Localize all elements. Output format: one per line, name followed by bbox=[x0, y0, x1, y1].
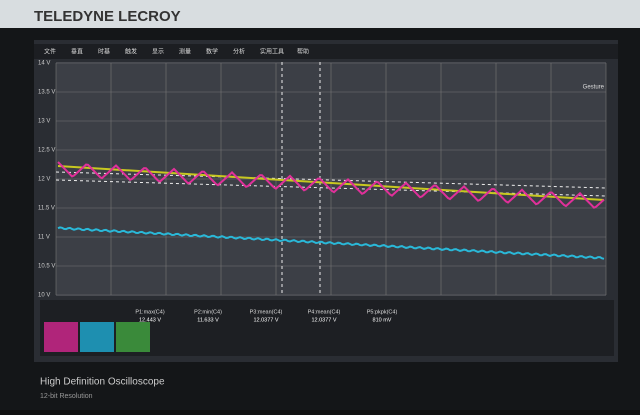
y-label: 11.5 V bbox=[38, 206, 55, 212]
menu-item: 时基 bbox=[98, 48, 110, 56]
measurement-value: 12.0377 V bbox=[311, 317, 336, 323]
brand: TELEDYNE LECROY bbox=[34, 8, 181, 25]
waveform bbox=[57, 226, 605, 260]
y-label: 13 V bbox=[38, 119, 50, 125]
menu-item: 帮助 bbox=[297, 48, 309, 56]
measurement-value: 810 mV bbox=[373, 317, 392, 323]
menu-item: 文件 bbox=[44, 48, 56, 56]
menu-item: 触发 bbox=[125, 48, 137, 56]
y-label: 12 V bbox=[38, 177, 50, 183]
measurement-name: P2:min(C4) bbox=[194, 309, 222, 315]
channel-box bbox=[116, 322, 150, 352]
measurement-name: P1:max(C4) bbox=[135, 309, 165, 315]
cursor bbox=[55, 179, 607, 197]
y-label: 14 V bbox=[38, 61, 50, 67]
measurement-value: 12.443 V bbox=[139, 317, 161, 323]
measurement-name: P3:mean(C4) bbox=[250, 309, 283, 315]
channel-box bbox=[44, 322, 78, 352]
y-label: 11 V bbox=[38, 235, 50, 241]
measurement-value: 12.0377 V bbox=[253, 317, 278, 323]
menu: 文件 垂直 时基 触发 显示 测量 数学 分析 实用工具 帮助 bbox=[44, 48, 309, 56]
waveform bbox=[57, 161, 605, 209]
footer-subtitle: 12-bit Resolution bbox=[40, 393, 93, 400]
menu-item: 实用工具 bbox=[260, 48, 284, 56]
measurements: P1:max(C4) 12.443 V P2:min(C4) 11.633 V P3:m… bbox=[135, 309, 397, 323]
y-labels: 14 V 13.5 V 13 V 12.5 V 12 V 11.5 V 11 V 10.5 V… bbox=[38, 61, 55, 299]
menu-bar bbox=[34, 44, 618, 59]
footer-title: High Definition Oscilloscope bbox=[40, 377, 165, 388]
menu-item: 显示 bbox=[152, 49, 164, 56]
measurement-name: P5:pkpk(C4) bbox=[367, 309, 398, 315]
y-label: 10.5 V bbox=[38, 264, 55, 270]
menu-item: 垂直 bbox=[71, 48, 83, 56]
channel-box bbox=[80, 322, 114, 352]
corner-label: Gesture bbox=[583, 85, 605, 91]
measurement-value: 11.633 V bbox=[197, 317, 219, 323]
menu-item: 测量 bbox=[179, 48, 191, 56]
y-label: 10 V bbox=[38, 293, 50, 299]
cursor bbox=[55, 171, 607, 189]
menu-item: 数学 bbox=[206, 48, 218, 56]
menu-item: 分析 bbox=[233, 48, 245, 56]
measurement-name: P4:mean(C4) bbox=[308, 309, 341, 315]
y-label: 12.5 V bbox=[38, 148, 55, 154]
y-label: 13.5 V bbox=[38, 90, 55, 96]
